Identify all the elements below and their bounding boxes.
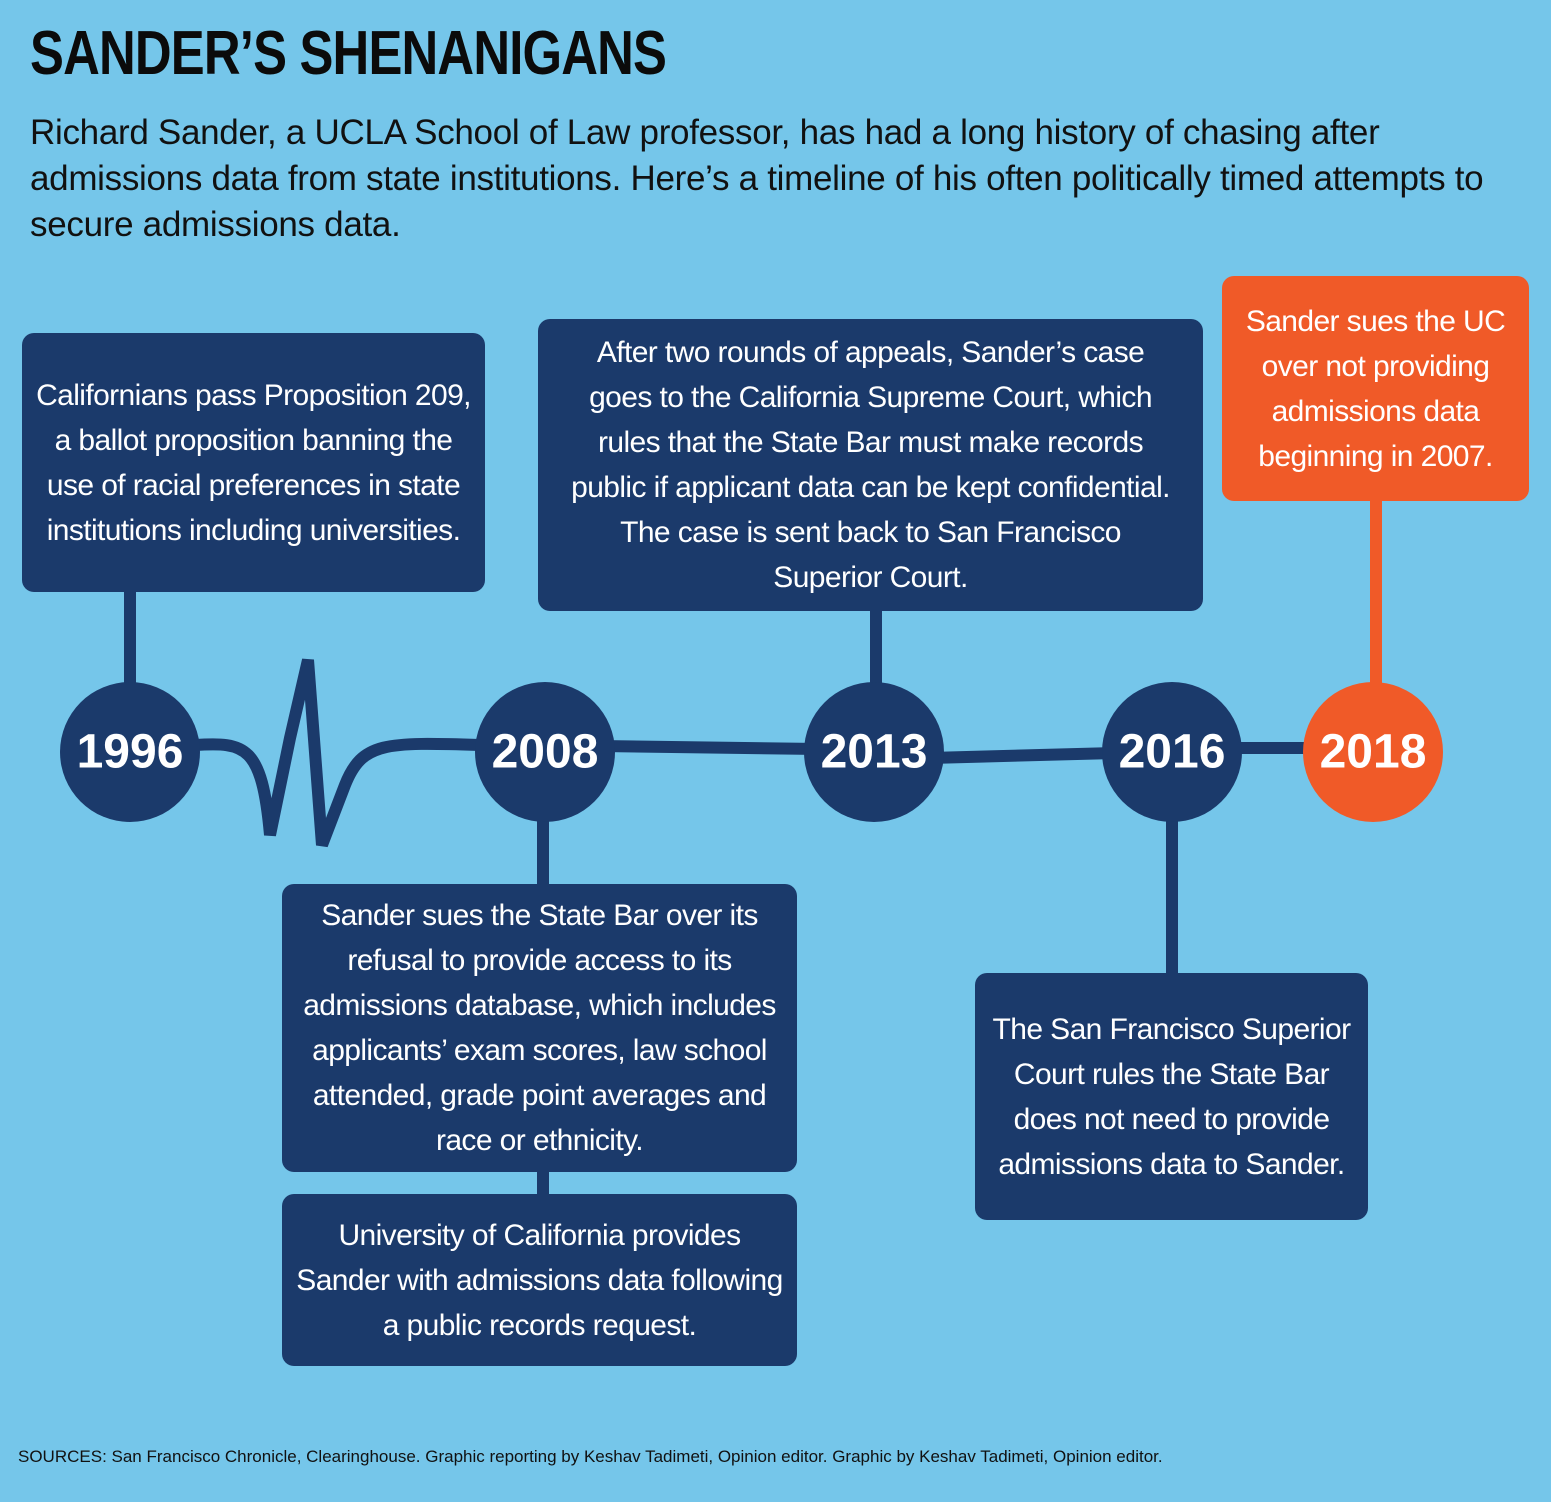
year: 2008 <box>492 726 599 779</box>
year: 2013 <box>821 726 928 779</box>
year-circle <box>1303 682 1443 822</box>
event-box: Californians pass Proposition 209, a bal… <box>22 333 485 592</box>
event-box: Sander sues the UC over not providing ad… <box>1222 276 1529 501</box>
timeline-line <box>929 747 1116 764</box>
event-box: The San Francisco Superior Court rules t… <box>975 973 1368 1220</box>
year-circle <box>60 682 200 822</box>
event-box: University of California provides Sander… <box>282 1194 797 1366</box>
year: 1996 <box>77 726 184 779</box>
subtitle: Richard Sander, a UCLA School of Law pro… <box>30 113 1484 244</box>
title: SANDER’S SHENANIGANS <box>30 19 667 88</box>
year: 2018 <box>1320 726 1427 779</box>
event-box: After two rounds of appeals, Sander’s ca… <box>538 319 1203 611</box>
timeline-line <box>194 658 481 848</box>
year-circle <box>475 682 615 822</box>
year: 2016 <box>1119 726 1226 779</box>
year-circle <box>804 682 944 822</box>
source: SOURCES: San Francisco Chronicle, Cleari… <box>18 1447 1163 1466</box>
event-box: Sander sues the State Bar over its refus… <box>282 884 797 1172</box>
year-circle <box>1102 682 1242 822</box>
timeline-line <box>599 740 821 755</box>
